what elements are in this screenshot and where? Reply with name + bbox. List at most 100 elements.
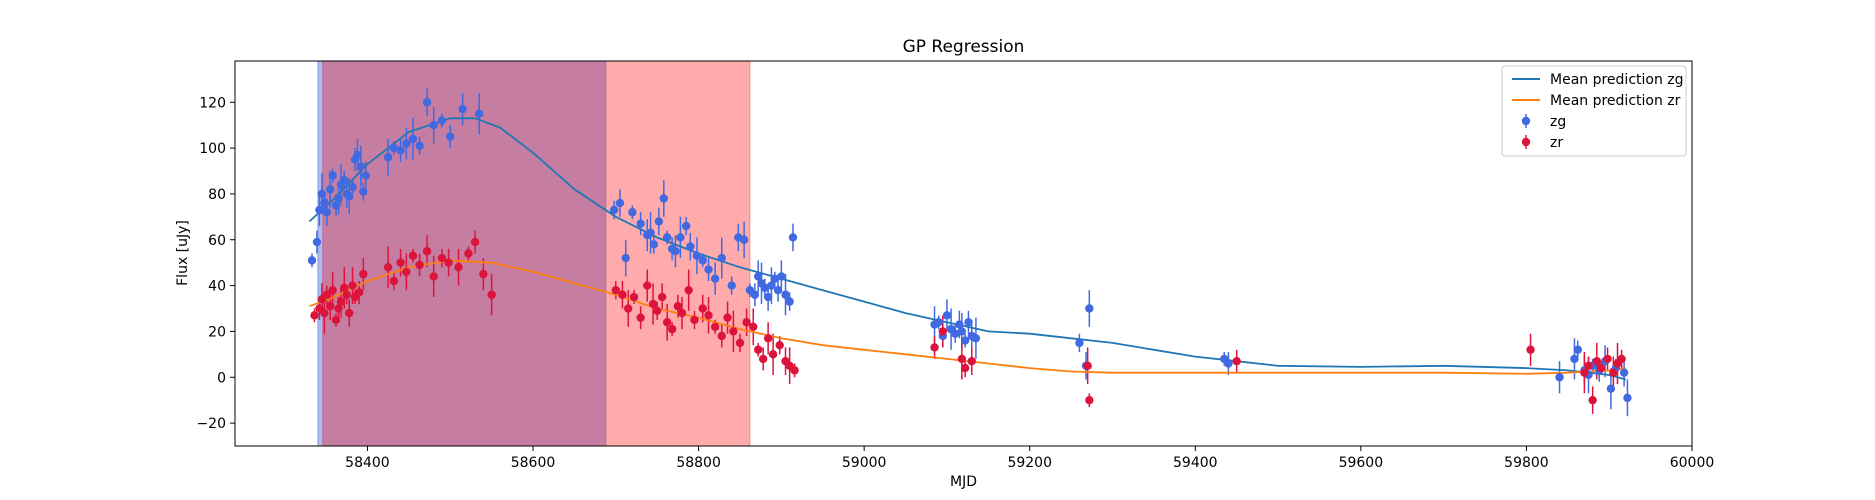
data-point-zg [615, 198, 625, 208]
data-point-zg [753, 272, 763, 281]
data-point-zr [389, 276, 399, 286]
legend-box [1501, 65, 1687, 157]
data-point-zg [960, 336, 970, 345]
data-point-zg [359, 187, 368, 196]
x-tick-label: 59400 [1173, 455, 1218, 471]
data-point-zg [328, 171, 337, 180]
data-point-zr [624, 304, 633, 313]
data-point-zr [1584, 361, 1593, 370]
data-point-zg [307, 256, 317, 265]
data-point-zr [1232, 357, 1241, 366]
legend-point-swatch [1521, 137, 1531, 147]
data-point-zr [1617, 354, 1626, 364]
data-point-zr [742, 318, 751, 327]
data-point-zr [636, 313, 645, 322]
data-point-zr [643, 281, 652, 290]
data-point-zr [667, 324, 677, 334]
data-point-zr [354, 288, 364, 297]
data-point-zr [340, 283, 349, 293]
data-point-zg [1619, 368, 1629, 377]
data-point-zg [315, 205, 324, 215]
data-point-zr [662, 318, 672, 327]
data-point-zg [662, 233, 672, 242]
data-point-zg [383, 153, 393, 162]
data-point-zg [686, 242, 695, 251]
data-point-zr [723, 313, 732, 322]
data-point-zr [345, 308, 354, 318]
data-point-zr [359, 269, 368, 279]
data-point-zr [470, 237, 480, 247]
data-point-zg [621, 253, 630, 263]
legend-label: zr [1550, 135, 1563, 151]
data-point-zg [636, 219, 645, 228]
data-point-zr [710, 322, 720, 332]
data-point-zg [649, 240, 659, 249]
data-point-zr [758, 354, 768, 364]
x-tick-label: 59800 [1504, 455, 1549, 471]
data-point-zr [328, 285, 337, 295]
data-point-zg [402, 139, 411, 148]
shaded-region [322, 60, 751, 447]
data-point-zg [955, 320, 964, 329]
data-point-zr [1592, 357, 1601, 366]
data-point-zg [957, 327, 967, 336]
legend-label: Mean prediction zr [1550, 93, 1681, 109]
data-point-zg [659, 194, 669, 203]
data-point-zr [396, 258, 405, 267]
data-point-zr [415, 260, 424, 270]
data-point-zg [1606, 384, 1616, 393]
data-point-zr [652, 306, 662, 315]
x-tick-label: 60000 [1670, 455, 1715, 471]
shaded-region [317, 60, 607, 447]
data-point-zr [717, 331, 726, 341]
data-point-zg [942, 311, 952, 320]
data-point-zr [677, 308, 687, 318]
data-point-zr [775, 340, 784, 350]
data-point-zg [717, 253, 726, 263]
data-point-zg [785, 297, 794, 306]
data-point-zr [749, 322, 758, 332]
data-point-zg [710, 274, 720, 283]
data-point-zg [322, 208, 332, 217]
data-point-zr [930, 343, 939, 352]
data-point-zr [960, 363, 970, 373]
data-point-zg [1623, 393, 1632, 403]
y-tick-label: 20 [208, 324, 226, 340]
data-point-zg [788, 233, 798, 242]
legend-point-swatch [1521, 116, 1531, 126]
data-point-zr [704, 311, 713, 320]
data-point-zr [1609, 368, 1618, 377]
data-point-zr [698, 304, 707, 313]
data-point-zr [444, 258, 453, 267]
data-point-zg [1570, 354, 1579, 364]
data-points [307, 98, 1632, 405]
data-point-zr [320, 308, 329, 318]
data-point-zg [1224, 359, 1233, 368]
data-point-zg [671, 247, 680, 256]
data-point-zr [763, 334, 773, 343]
data-point-zg [320, 198, 329, 208]
data-point-zg [353, 150, 362, 160]
data-point-zr [487, 290, 496, 299]
y-tick-label: 100 [199, 141, 226, 157]
data-point-zg [698, 256, 707, 265]
data-point-zg [750, 290, 760, 299]
data-point-zg [437, 116, 447, 125]
data-point-zr [464, 249, 473, 258]
data-point-zg [777, 272, 786, 281]
data-point-zg [340, 175, 349, 185]
data-point-zg [389, 143, 399, 153]
legend: Mean prediction zg Mean prediction zr zg zr [1501, 65, 1687, 157]
x-tick-label: 59600 [1339, 455, 1384, 471]
data-point-zr [422, 247, 432, 256]
data-point-zr [938, 327, 948, 336]
data-point-zg [415, 141, 424, 150]
y-axis-label: Flux [uJy] [175, 220, 191, 286]
data-point-zg [628, 208, 637, 217]
data-point-zg [951, 329, 960, 338]
data-point-zr [310, 311, 319, 320]
prediction-lines [308, 117, 1627, 381]
data-point-zg [654, 217, 664, 226]
